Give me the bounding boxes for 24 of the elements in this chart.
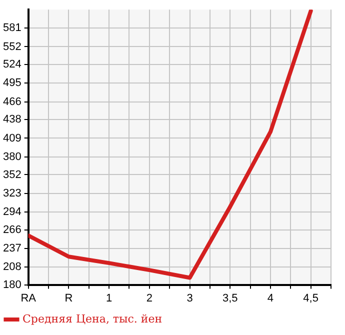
y-tick-label: 323 <box>2 187 22 200</box>
y-tick-label: 524 <box>2 58 22 71</box>
y-tick-label: 208 <box>2 260 22 273</box>
y-tick-label: 180 <box>2 278 22 291</box>
x-tick-label: 4,5 <box>303 292 318 304</box>
y-tick-label: 438 <box>2 114 22 126</box>
legend-label: Средняя Цена, тыс. йен <box>22 312 162 326</box>
y-tick-label: 581 <box>2 22 22 34</box>
x-tick-label: R <box>64 292 73 304</box>
y-tick-label: 495 <box>2 77 22 90</box>
x-tick-label: 4 <box>267 292 274 304</box>
y-tick-label: 352 <box>2 168 22 181</box>
x-tick-label: 3,5 <box>222 292 238 304</box>
x-tick-label: RA <box>20 292 37 304</box>
y-tick-label: 237 <box>2 242 22 254</box>
x-tick-label: 1 <box>106 292 112 304</box>
y-tick-label: 266 <box>2 224 22 236</box>
x-tick-label: 3 <box>186 292 193 304</box>
y-tick-label: 380 <box>2 150 22 163</box>
y-tick-label: 552 <box>2 40 22 53</box>
y-tick-label: 466 <box>2 96 22 108</box>
y-tick-label: 294 <box>2 206 22 218</box>
y-tick-label: 409 <box>2 132 22 144</box>
x-tick-label: 2 <box>146 292 152 304</box>
